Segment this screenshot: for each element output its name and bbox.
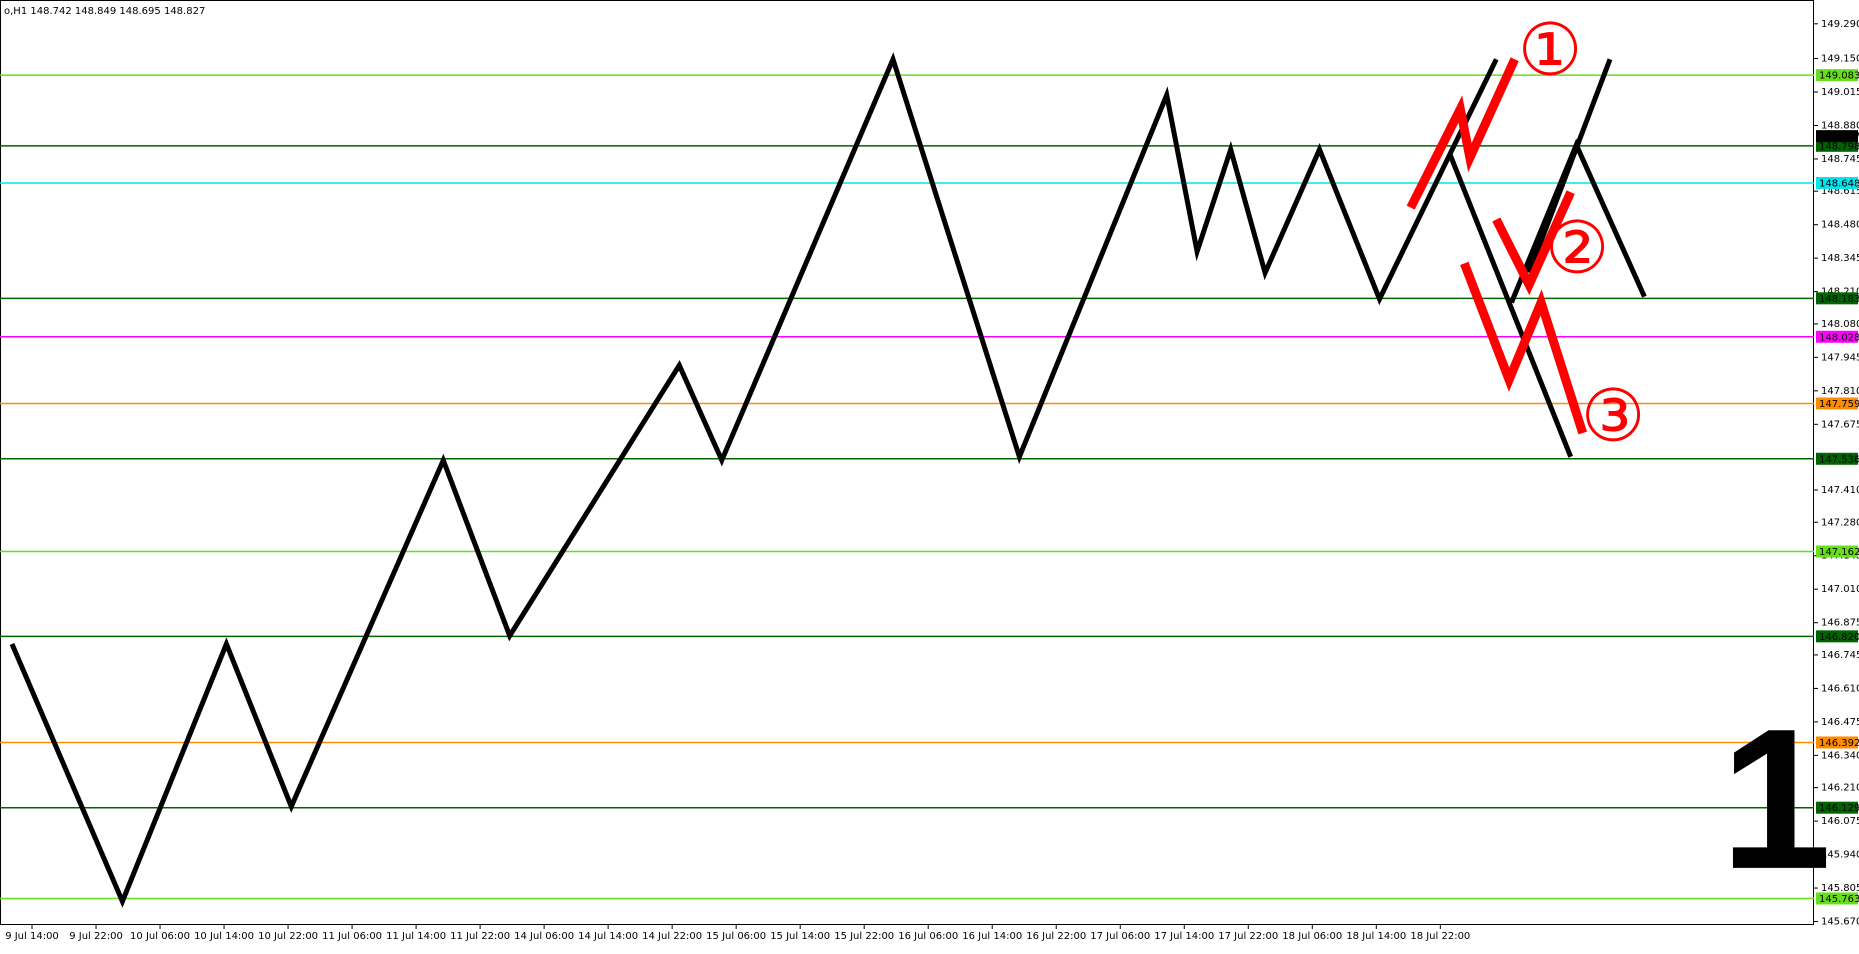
zigzag-line [1492, 190, 1575, 296]
chart-title: o,H1 148.742 148.849 148.695 148.827 [4, 6, 205, 17]
price-label: 148.837 [1819, 132, 1859, 143]
level-label-box [1816, 801, 1858, 814]
y-tick-label: 146.340 [1821, 750, 1859, 761]
y-tick-label: 147.010 [1821, 584, 1859, 595]
annotation: ③ [1581, 374, 1646, 458]
x-tick-label: 11 Jul 14:00 [386, 931, 446, 942]
x-tick-label: 17 Jul 22:00 [1218, 931, 1278, 942]
y-tick-label: 146.210 [1821, 783, 1859, 794]
y-tick-label: 147.410 [1821, 485, 1859, 496]
x-tick-label: 16 Jul 14:00 [962, 931, 1022, 942]
zigzag-line [1406, 57, 1519, 210]
x-tick-label: 17 Jul 14:00 [1154, 931, 1214, 942]
level-label: 148.648 [1819, 179, 1859, 190]
y-tick-label: 149.290 [1821, 19, 1859, 30]
y-tick-label: 148.080 [1821, 319, 1859, 330]
level-label: 149.083 [1819, 71, 1859, 82]
y-tick-label: 146.745 [1821, 650, 1859, 661]
zigzag-line [1526, 58, 1613, 274]
plot-frame [0, 0, 1814, 925]
x-tick-label: 16 Jul 06:00 [898, 931, 958, 942]
x-tick-label: 10 Jul 22:00 [258, 931, 318, 942]
x-tick-label: 11 Jul 22:00 [450, 931, 510, 942]
x-tick-label: 18 Jul 22:00 [1410, 931, 1470, 942]
level-label-box [1816, 892, 1858, 905]
x-tick-label: 9 Jul 22:00 [69, 931, 123, 942]
level-label-box [1816, 177, 1858, 190]
price-label-box [1816, 130, 1858, 143]
y-tick-label: 145.805 [1821, 883, 1859, 894]
x-tick-label: 11 Jul 06:00 [322, 931, 382, 942]
annotation: ② [1545, 206, 1610, 290]
x-tick-label: 14 Jul 14:00 [578, 931, 638, 942]
level-label-box [1816, 452, 1858, 465]
y-tick-label: 146.475 [1821, 717, 1859, 728]
x-tick-label: 17 Jul 06:00 [1090, 931, 1150, 942]
level-label-box [1816, 736, 1858, 749]
level-label: 147.759 [1819, 399, 1859, 410]
level-label: 145.763 [1819, 894, 1859, 905]
y-tick-label: 148.345 [1821, 253, 1859, 264]
level-label-box [1816, 69, 1858, 82]
y-tick-label: 148.880 [1821, 120, 1859, 131]
y-tick-label: 147.675 [1821, 419, 1859, 430]
x-tick-label: 10 Jul 14:00 [194, 931, 254, 942]
x-tick-label: 14 Jul 22:00 [642, 931, 702, 942]
y-tick-label: 146.875 [1821, 618, 1859, 629]
level-label-box [1816, 292, 1858, 305]
y-tick-label: 147.280 [1821, 517, 1859, 528]
level-label: 146.820 [1819, 632, 1859, 643]
y-tick-label: 148.480 [1821, 220, 1859, 231]
level-label: 146.129 [1819, 803, 1859, 814]
level-label-box [1816, 630, 1858, 643]
y-tick-label: 145.670 [1821, 917, 1859, 928]
level-label: 148.028 [1819, 332, 1859, 343]
x-tick-label: 18 Jul 06:00 [1282, 931, 1342, 942]
zigzag-line [1460, 261, 1587, 435]
x-tick-label: 9 Jul 14:00 [5, 931, 59, 942]
x-tick-label: 18 Jul 14:00 [1346, 931, 1406, 942]
y-tick-label: 147.945 [1821, 352, 1859, 363]
y-tick-label: 149.015 [1821, 87, 1859, 98]
x-tick-label: 16 Jul 22:00 [1026, 931, 1086, 942]
y-tick-label: 145.940 [1821, 850, 1859, 861]
level-label: 146.392 [1819, 738, 1859, 749]
y-tick-label: 148.210 [1821, 287, 1859, 298]
x-tick-label: 15 Jul 14:00 [770, 931, 830, 942]
level-label: 147.536 [1819, 454, 1859, 465]
zigzag-line [9, 52, 1453, 908]
zigzag-line [1447, 153, 1574, 458]
level-label: 148.798 [1819, 141, 1859, 152]
y-tick-label: 148.615 [1821, 186, 1859, 197]
y-tick-label: 148.745 [1821, 154, 1859, 165]
level-label-box [1816, 139, 1858, 152]
level-label: 148.183 [1819, 294, 1859, 305]
big-label: 1 [1720, 688, 1831, 911]
y-tick-label: 146.610 [1821, 683, 1859, 694]
level-label-box [1816, 545, 1858, 558]
x-tick-label: 15 Jul 06:00 [706, 931, 766, 942]
y-tick-label: 149.150 [1821, 54, 1859, 65]
zigzag-line [1447, 58, 1499, 156]
y-tick-label: 146.075 [1821, 816, 1859, 827]
x-tick-label: 15 Jul 22:00 [834, 931, 894, 942]
x-tick-label: 14 Jul 06:00 [514, 931, 574, 942]
annotation: ① [1518, 8, 1583, 92]
level-label-box [1816, 330, 1858, 343]
level-label-box [1816, 397, 1858, 410]
level-label: 147.162 [1819, 547, 1859, 558]
x-tick-label: 10 Jul 06:00 [130, 931, 190, 942]
y-tick-label: 147.810 [1821, 386, 1859, 397]
